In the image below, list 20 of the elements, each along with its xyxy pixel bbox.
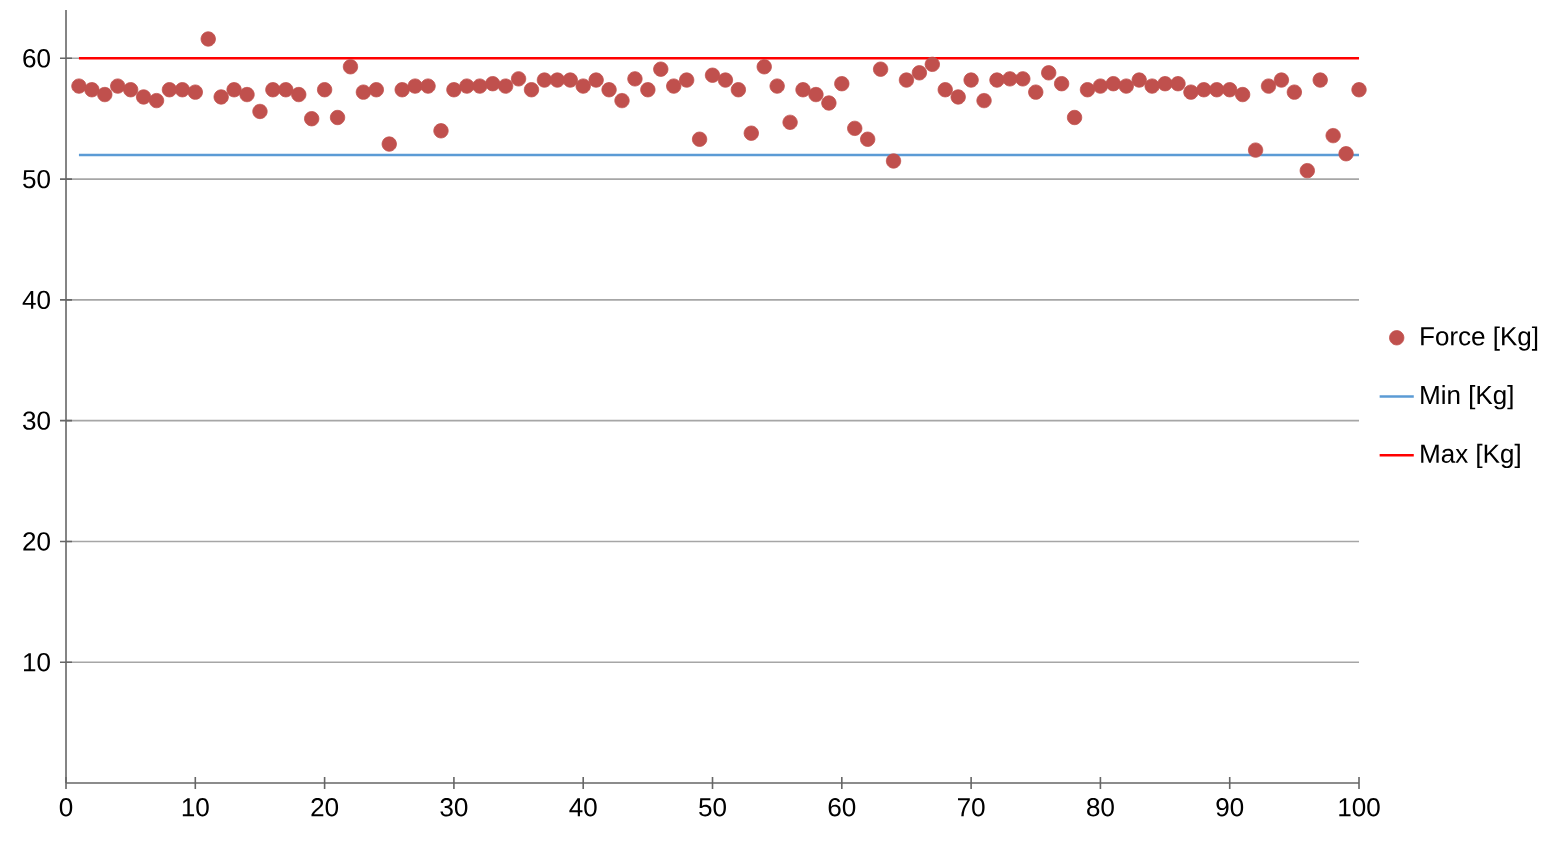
x-tick-label: 100 — [1339, 798, 1380, 817]
y-tick-label: 20 — [23, 532, 50, 551]
x-tick-label: 0 — [59, 798, 73, 817]
y-tick-label: 40 — [22, 290, 50, 310]
x-tick-label: 80 — [1087, 798, 1114, 817]
x-tick-label: 70 — [958, 798, 985, 817]
x-tick-label: 90 — [1216, 798, 1244, 817]
legend-label: Force [Kg] — [1421, 326, 1538, 351]
y-tick-label: 60 — [23, 49, 50, 68]
x-tick-label: 60 — [828, 798, 856, 817]
y-tick-label: 50 — [23, 169, 50, 189]
x-tick-label: 50 — [699, 798, 726, 817]
x-tick-label: 40 — [569, 798, 597, 817]
legend-label: Max [Kg] — [1421, 443, 1520, 469]
x-tick-label: 20 — [311, 798, 339, 817]
x-tick-label: 10 — [182, 798, 209, 817]
y-tick-label: 30 — [23, 411, 50, 430]
legend-label: Min [Kg] — [1421, 385, 1513, 410]
y-tick-label: 10 — [24, 653, 50, 672]
x-tick-label: 30 — [440, 798, 468, 817]
